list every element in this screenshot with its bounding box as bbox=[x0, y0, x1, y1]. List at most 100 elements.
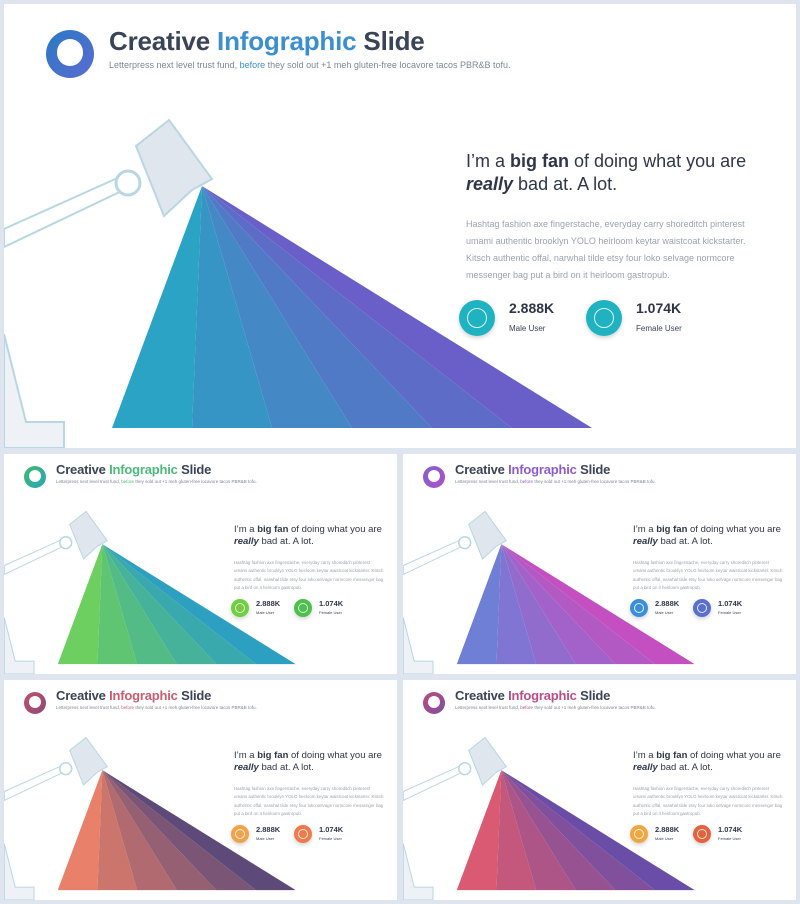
subtitle-part-3: they sold out +1 meh gluten-free locavor… bbox=[134, 705, 257, 710]
female-user-stat-value: 1.074K bbox=[718, 599, 743, 608]
male-user-stat-value: 2.888K bbox=[509, 300, 555, 316]
male-user-icon bbox=[231, 825, 249, 843]
light-beam-slice bbox=[57, 770, 103, 891]
male-user-stat-label: Male User bbox=[256, 836, 275, 841]
subtitle-part-3: they sold out +1 meh gluten-free locavor… bbox=[134, 479, 257, 484]
subtitle-highlight: before bbox=[121, 705, 135, 710]
heading-part-1: I’m a bbox=[633, 750, 657, 761]
logo-ring-icon bbox=[46, 30, 94, 78]
body-text: Hashtag fashion axe fingerstache, everyd… bbox=[234, 786, 384, 817]
heading-part-3: of doing what you are bbox=[288, 750, 382, 761]
logo-ring-icon bbox=[423, 466, 445, 488]
slide-subtitle: Letterpress next level trust fund, befor… bbox=[455, 479, 656, 484]
heading-part-1: I’m a bbox=[466, 151, 511, 171]
heading-emphasis: big fan bbox=[656, 524, 688, 535]
lamp-joint bbox=[458, 536, 472, 550]
light-beam-slice bbox=[102, 770, 296, 891]
slide-variant-green: Creative Infographic Slide Letterpress ne… bbox=[4, 454, 397, 674]
female-user-icon bbox=[586, 300, 622, 336]
subtitle-part-3: they sold out +1 meh gluten-free locavor… bbox=[265, 60, 511, 70]
lamp-illustration bbox=[4, 736, 296, 900]
lamp-stand bbox=[403, 617, 434, 674]
heading-part-1: I’m a bbox=[633, 524, 657, 535]
female-user-stat-label: Female User bbox=[319, 610, 342, 615]
subtitle-part-1: Letterpress next level trust fund, bbox=[455, 479, 521, 484]
title-part-1: Creative bbox=[56, 688, 110, 703]
light-beam-slice bbox=[57, 544, 103, 665]
heading-part-5: bad at. A lot. bbox=[657, 535, 713, 547]
slide-main: Creative Infographic Slide Letterpress ne… bbox=[4, 4, 796, 448]
title-highlight: Infographic bbox=[109, 462, 178, 477]
heading-part-3: of doing what you are bbox=[687, 524, 781, 535]
subtitle-part-3: they sold out +1 meh gluten-free locavor… bbox=[533, 479, 656, 484]
male-user-stat-value: 2.888K bbox=[655, 825, 680, 834]
female-user-stat-label: Female User bbox=[636, 324, 682, 333]
slide-title: Creative Infographic Slide bbox=[455, 462, 610, 477]
male-user-icon bbox=[630, 825, 648, 843]
lamp-illustration bbox=[4, 510, 296, 674]
lamp-stand bbox=[4, 843, 35, 900]
title-part-1: Creative bbox=[455, 688, 509, 703]
heading-emphasis: big fan bbox=[257, 524, 289, 535]
male-user-stat-label: Male User bbox=[509, 324, 546, 333]
lamp-head bbox=[468, 736, 508, 786]
male-user-stat-label: Male User bbox=[256, 610, 275, 615]
heading-emphasis: big fan bbox=[656, 750, 688, 761]
title-highlight: Infographic bbox=[508, 688, 577, 703]
lamp-stand bbox=[4, 333, 65, 448]
light-beam-slice bbox=[97, 770, 138, 891]
subtitle-part-3: they sold out +1 meh gluten-free locavor… bbox=[533, 705, 656, 710]
subtitle-highlight: before bbox=[520, 705, 534, 710]
lamp-head bbox=[69, 510, 109, 560]
heading-part-1: I’m a bbox=[234, 524, 258, 535]
female-user-stat-value: 1.074K bbox=[718, 825, 743, 834]
body-text: Hashtag fashion axe fingerstache, everyd… bbox=[234, 560, 384, 591]
heading-italic: really bbox=[633, 761, 658, 773]
lamp-illustration bbox=[403, 736, 695, 900]
female-user-icon bbox=[294, 599, 312, 617]
female-user-icon bbox=[693, 825, 711, 843]
lamp-joint bbox=[59, 762, 73, 776]
lamp-illustration bbox=[403, 510, 695, 674]
lamp-arm bbox=[403, 538, 466, 576]
subtitle-highlight: before bbox=[121, 479, 135, 484]
slide-variant-magenta: Creative Infographic Slide Letterpress ne… bbox=[403, 680, 796, 900]
female-user-stat-value: 1.074K bbox=[319, 825, 344, 834]
male-user-stat-label: Male User bbox=[655, 836, 674, 841]
title-part-1: Creative bbox=[56, 462, 110, 477]
slide-variant-coral: Creative Infographic Slide Letterpress ne… bbox=[4, 680, 397, 900]
title-part-1: Creative bbox=[455, 462, 509, 477]
light-beam-slice bbox=[496, 544, 537, 665]
slide-title: Creative Infographic Slide bbox=[56, 462, 211, 477]
title-part-3: Slide bbox=[177, 462, 212, 477]
heading-italic: really bbox=[234, 535, 259, 547]
male-user-stat-value: 2.888K bbox=[655, 599, 680, 608]
lamp-arm bbox=[4, 764, 67, 802]
slide-title: Creative Infographic Slide bbox=[455, 688, 610, 703]
male-user-icon bbox=[630, 599, 648, 617]
title-highlight: Infographic bbox=[217, 26, 357, 56]
slide-title: Creative Infographic Slide bbox=[109, 26, 425, 57]
heading-part-5: bad at. A lot. bbox=[258, 535, 314, 547]
title-part-3: Slide bbox=[356, 26, 425, 56]
male-user-stat-value: 2.888K bbox=[256, 825, 281, 834]
female-user-stat-label: Female User bbox=[718, 836, 741, 841]
subtitle-highlight: before bbox=[520, 479, 534, 484]
body-text: Hashtag fashion axe fingerstache, everyd… bbox=[633, 786, 783, 817]
subtitle-part-1: Letterpress next level trust fund, bbox=[56, 479, 122, 484]
light-beam-slice bbox=[202, 186, 592, 428]
lamp-stand bbox=[4, 617, 35, 674]
title-highlight: Infographic bbox=[508, 462, 577, 477]
title-highlight: Infographic bbox=[109, 688, 178, 703]
slide-subtitle: Letterpress next level trust fund, befor… bbox=[455, 705, 656, 710]
lamp-illustration bbox=[4, 118, 592, 448]
light-beam-slice bbox=[102, 544, 296, 665]
body-text: Hashtag fashion axe fingerstache, everyd… bbox=[466, 219, 746, 280]
logo-ring-icon bbox=[24, 692, 46, 714]
heading-part-5: bad at. A lot. bbox=[258, 761, 314, 773]
light-beam-slice bbox=[456, 770, 502, 891]
subtitle-highlight: before bbox=[239, 60, 266, 70]
lamp-arm bbox=[4, 538, 67, 576]
lamp-arm bbox=[403, 764, 466, 802]
slide-subtitle: Letterpress next level trust fund, befor… bbox=[109, 60, 511, 70]
